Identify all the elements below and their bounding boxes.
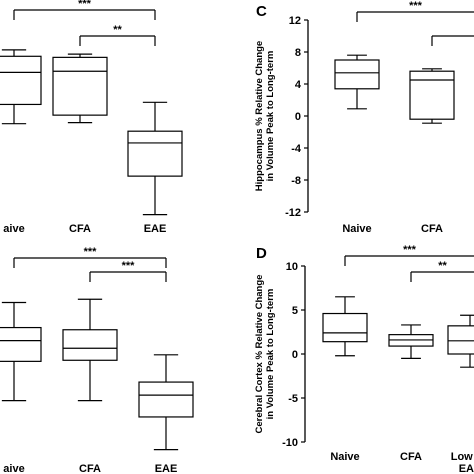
box-naive [0,301,42,402]
y-tick-label: 8 [295,47,301,59]
box-naive [0,49,42,125]
category-label: EAE [144,223,167,235]
box-cfa [409,68,455,124]
box-iqr [138,381,194,418]
category-label: CFA [421,223,443,235]
y-tick-label: 10 [286,261,298,273]
category-label: aive [3,463,24,474]
box-iqr [447,325,474,355]
sig-label: *** [409,0,423,12]
y-tick-label: -8 [291,175,301,187]
box-iqr [127,130,183,177]
panel-3: aive CFA EAE *** *** [0,246,194,474]
y-tick-label: -10 [282,437,298,449]
y-tick-label: 0 [292,349,298,361]
sig-label: *** [84,246,98,258]
y-tick-label: 5 [292,305,298,317]
y-tick-label: 4 [295,79,302,91]
box-cfa [62,298,118,402]
category-label: EAE [155,463,178,474]
category-label: CFA [69,223,91,235]
box-iqr [322,312,368,343]
box-eae [127,101,183,216]
y-tick-label: -4 [291,143,302,155]
box-iqr [0,326,42,362]
sig-label: ** [438,260,447,272]
category-label: CFA [79,463,101,474]
panel-1: aive CFA EAE***** [0,0,183,235]
y-axis-label: Hippocampus % Relative Change [254,41,265,191]
box-low-sc [447,314,474,368]
category-label: CFA [400,451,422,463]
y-axis-label: in Volume Peak to Long-term [265,289,276,420]
category-label: aive [3,223,24,235]
box-iqr [334,59,380,90]
box-iqr [62,329,118,361]
box-iqr [0,55,42,106]
box-cfa [388,324,434,359]
panel-4: D -10 -5 0 5 10 Cerebral Cortex % Relative Cha… [254,244,474,474]
category-label: Naive [330,451,359,463]
y-axis-label: in Volume Peak to Long-term [265,51,276,182]
y-tick-label: -5 [288,393,298,405]
panel-2: C -12 -8 -4 0 4 8 12 Hippocampus % Relative Chan… [254,0,474,235]
category-label: Naive [342,223,371,235]
sig-label: *** [78,0,92,10]
y-tick-label: 12 [289,15,301,27]
box-naive [334,54,380,110]
sig-label: *** [122,260,136,272]
sig-label: ** [113,24,122,36]
category-label-group: EAE [459,463,474,474]
y-tick-label: 0 [295,111,301,123]
box-iqr [409,70,455,120]
y-tick-label: -12 [285,207,301,219]
category-label: Low Sc [451,451,474,463]
y-axis-label: Cerebral Cortex % Relative Change [254,275,265,434]
sig-label: *** [403,244,417,256]
panel-letter: D [256,245,267,262]
box-eae [138,354,194,451]
panel-letter: C [256,3,267,20]
box-cfa [52,53,108,124]
box-iqr [52,56,108,116]
box-naive [322,296,368,357]
